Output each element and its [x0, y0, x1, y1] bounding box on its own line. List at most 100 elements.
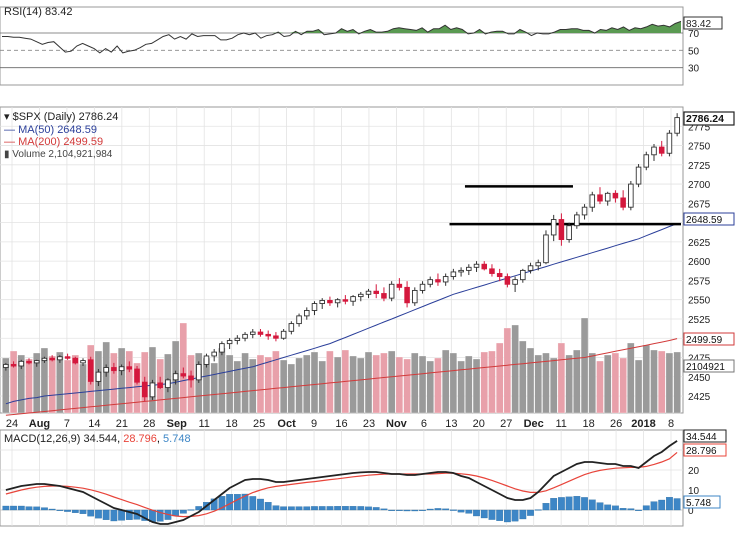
- candle: [172, 370, 179, 385]
- volume-bar: [63, 359, 72, 414]
- svg-text:MACD(12,26,9) 34.544, 28.796,: MACD(12,26,9) 34.544, 28.796, 5.748: [4, 433, 191, 445]
- x-tick-label: 14: [88, 418, 100, 430]
- x-tick-label: 18: [583, 418, 595, 430]
- macd-histogram-bar: [426, 508, 434, 511]
- price-title: $SPX (Daily): [13, 111, 76, 123]
- macd-histogram-bar: [25, 506, 33, 511]
- candle-body: [527, 265, 534, 271]
- candle-body: [64, 356, 71, 359]
- rsi-last-value-box: 83.42: [683, 16, 723, 30]
- x-tick-label: 6: [421, 418, 427, 430]
- macd-histogram-bar: [388, 509, 396, 511]
- macd-histogram-bar: [596, 502, 604, 511]
- ma200-line: [5, 338, 678, 416]
- volume-bar: [442, 349, 450, 414]
- macd-histogram-bar: [511, 509, 519, 522]
- price-last-value: 2786.24: [686, 113, 724, 125]
- candle: [311, 301, 318, 316]
- macd-histogram-bar: [627, 508, 635, 511]
- volume-bar: [334, 356, 342, 414]
- candle: [381, 287, 387, 302]
- candle-body: [157, 382, 163, 389]
- candle: [512, 276, 518, 292]
- candle: [558, 213, 565, 246]
- volume-bar: [658, 350, 666, 414]
- candle: [365, 288, 372, 299]
- volume-bar: [287, 363, 295, 414]
- volume-bar: [256, 354, 265, 414]
- candle-body: [219, 343, 225, 353]
- x-tick-label: Dec: [524, 418, 544, 430]
- candle-body: [674, 117, 680, 134]
- candle: [304, 307, 310, 320]
- candle-body: [311, 303, 318, 311]
- macd-histogram-bar: [465, 509, 473, 514]
- candle-body: [658, 146, 665, 154]
- x-tick-label: Nov: [386, 418, 408, 430]
- macd-histogram-bar: [303, 506, 311, 511]
- candle-body: [180, 373, 187, 377]
- candle: [589, 191, 596, 212]
- macd-histogram-bar: [565, 496, 573, 511]
- macd-histogram: [2, 493, 681, 523]
- macd-histogram-bar: [411, 509, 419, 512]
- candle: [18, 359, 25, 370]
- ma200-last-value: 2499.59: [686, 335, 723, 346]
- volume-bar: [650, 349, 658, 414]
- candle-body: [543, 234, 549, 264]
- signal-legend-value: 28.796: [123, 433, 157, 445]
- macd-histogram-bar: [71, 509, 79, 513]
- x-tick-label: 26: [610, 418, 622, 430]
- macd-histogram-bar: [457, 509, 465, 513]
- candle: [666, 130, 673, 157]
- volume-legend-value: 2,104,921,984: [48, 149, 112, 160]
- candle: [489, 264, 495, 277]
- rsi-line: [2, 20, 682, 54]
- candle: [643, 151, 650, 171]
- volume-bar: [488, 350, 496, 414]
- volume-bar: [380, 352, 388, 414]
- candle-body: [57, 356, 63, 361]
- ma200-legend-value: 2499.59: [63, 136, 103, 148]
- price-last-value-box: 2786.24: [683, 111, 735, 126]
- rsi-last-value: 83.42: [686, 19, 711, 30]
- volume-bar: [619, 357, 627, 414]
- volume-bar: [210, 362, 218, 414]
- candle-body: [489, 268, 495, 274]
- volume-bar: [225, 354, 234, 414]
- macd-histogram-bar: [673, 498, 681, 511]
- candle-body: [319, 300, 325, 304]
- candle: [126, 361, 133, 373]
- macd-line: [5, 440, 678, 525]
- ma50-line: [5, 223, 678, 405]
- rsi-tick-label: 30: [688, 64, 700, 75]
- candle: [257, 328, 264, 337]
- volume-bar: [519, 340, 527, 414]
- candle: [265, 330, 271, 340]
- macd-histogram-bar: [233, 494, 241, 511]
- candle: [118, 364, 125, 376]
- price-tick-label: 2475: [688, 354, 711, 365]
- candle-body: [373, 290, 379, 294]
- candle-body: [234, 337, 241, 341]
- x-tick-label: 25: [253, 418, 265, 430]
- volume-bar: [550, 357, 558, 414]
- macd-histogram-bar: [48, 508, 56, 511]
- rsi-tick-label: 50: [688, 46, 700, 57]
- candle-body: [350, 296, 356, 302]
- macd-histogram-bar: [650, 501, 658, 511]
- macd-histogram-bar: [473, 509, 480, 517]
- macd-histogram-bar: [403, 509, 411, 512]
- macd-histogram-bar: [41, 507, 48, 511]
- ma50-legend-marker: —: [4, 124, 18, 136]
- candle-body: [126, 366, 133, 370]
- volume-bar: [318, 360, 326, 414]
- candle: [250, 328, 256, 339]
- candle: [141, 376, 148, 402]
- macd-histogram-bar: [442, 508, 450, 511]
- price-legend: ▾ $SPX (Daily) 2786.24 — MA(50) 2648.59 …: [4, 111, 118, 160]
- candle: [550, 214, 557, 242]
- volume-bar: [557, 342, 566, 414]
